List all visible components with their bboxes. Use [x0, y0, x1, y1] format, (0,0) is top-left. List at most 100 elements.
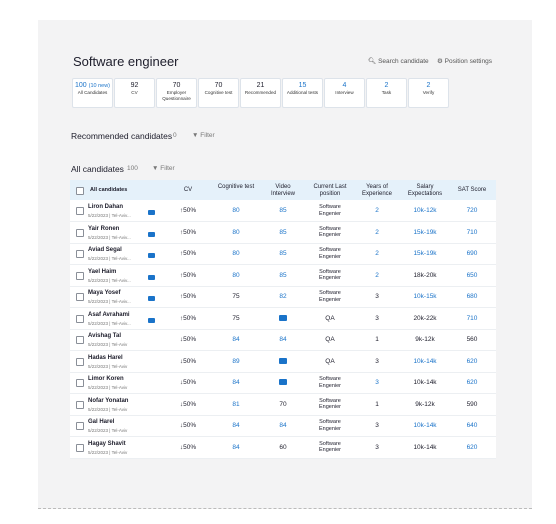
cognitive: 75 — [232, 314, 240, 322]
row[interactable]: Nofar Yonatan 5/22/2023 | Tel-Aviv ↓50% 81 7… — [70, 394, 496, 416]
video[interactable]: 85 — [279, 207, 287, 214]
cognitive[interactable]: 80 — [232, 228, 240, 236]
meta: 5/22/2023 | Tel-Aviv... — [88, 277, 131, 283]
sat[interactable]: 620 — [466, 357, 478, 365]
stage-label: All Candidates — [77, 90, 108, 95]
position: Software Engenier — [318, 419, 342, 432]
cv-icon — [148, 317, 155, 323]
row[interactable]: Liron Dahan 5/22/2023 | Tel-Aviv... ↑50% 80… — [70, 200, 496, 222]
cv-icon — [148, 231, 155, 237]
row[interactable]: Asaf Avrahami 5/22/2023 | Tel-Aviv... ↑50%… — [70, 308, 496, 330]
stage[interactable]: 4 Interview — [324, 78, 365, 108]
salary: 9k-12k — [415, 336, 435, 343]
table-header: All candidates CV Cognitive test Video Inte… — [70, 180, 496, 200]
checkbox[interactable] — [76, 422, 84, 430]
meta: 5/22/2023 | Tel-Aviv... — [88, 320, 131, 326]
stage[interactable]: 15 Additional tests — [282, 78, 323, 108]
checkbox[interactable] — [76, 336, 84, 344]
stage[interactable]: 100 (10 new) All Candidates — [72, 78, 113, 108]
header-cell: Years of Experience — [361, 184, 393, 197]
sat[interactable]: 620 — [466, 379, 478, 386]
stage-label: Interview — [335, 90, 354, 95]
video[interactable]: 85 — [279, 250, 287, 257]
sat[interactable]: 720 — [466, 207, 478, 214]
checkbox[interactable] — [76, 187, 84, 195]
position: QA — [325, 336, 335, 343]
years[interactable]: 2 — [375, 271, 379, 279]
stage[interactable]: 92 CV — [114, 78, 155, 108]
video-icon[interactable] — [279, 357, 287, 364]
salary[interactable]: 10k-12k — [413, 207, 437, 214]
row[interactable]: Limor Koren 5/22/2023 | Tel-Aviv ↓50% 84 Sof… — [70, 372, 496, 394]
row[interactable]: Aviad Segal 5/22/2023 | Tel-Aviv... ↑50% 80… — [70, 243, 496, 265]
cognitive[interactable]: 84 — [232, 336, 240, 343]
stage[interactable]: 21 Recommended — [240, 78, 281, 108]
checkbox[interactable] — [76, 314, 84, 323]
count: 21 — [256, 82, 265, 89]
cognitive[interactable]: 81 — [232, 400, 240, 408]
video[interactable]: 85 — [279, 228, 287, 236]
years[interactable]: 2 — [375, 250, 379, 257]
sat[interactable]: 640 — [466, 422, 478, 429]
row[interactable]: Yair Ronen 5/22/2023 | Tel-Aviv... ↑50% 80 8… — [70, 222, 496, 244]
position: Software Engenier — [318, 268, 342, 282]
row[interactable]: Hagay Shavit 5/22/2023 | Tel-Aviv ↓50% 84 60… — [70, 437, 496, 459]
stage[interactable]: 2 Task — [366, 78, 407, 108]
cognitive[interactable]: 89 — [232, 357, 240, 365]
count: 2 — [426, 82, 431, 89]
cognitive[interactable]: 84 — [232, 422, 240, 429]
rec-filter[interactable]: ▼ Filter — [192, 132, 215, 139]
video-icon[interactable] — [279, 314, 287, 321]
checkbox[interactable] — [76, 250, 84, 258]
all-filter[interactable]: ▼ Filter — [152, 165, 175, 172]
checkbox[interactable] — [76, 293, 84, 301]
salary[interactable]: 15k-19k — [413, 250, 437, 257]
row[interactable]: Hadas Harel 5/22/2023 | Tel-Aviv ↓50% 89 QA 3… — [70, 351, 496, 373]
row[interactable]: Avishag Tal 5/22/2023 | Tel-Aviv ↓50% 84 84 Q… — [70, 329, 496, 351]
sat[interactable]: 620 — [466, 443, 478, 451]
row[interactable]: Maya Yosef 5/22/2023 | Tel-Aviv... ↑50% 75 8… — [70, 286, 496, 308]
checkbox[interactable] — [76, 400, 84, 409]
salary[interactable]: 15k-19k — [413, 228, 437, 236]
video[interactable]: 82 — [279, 293, 287, 300]
video[interactable]: 84 — [279, 336, 287, 343]
search[interactable]: 🔍︎ Search candidate — [368, 58, 429, 65]
stage[interactable]: 70 Cognitive test — [198, 78, 239, 108]
row[interactable]: Gal Harel 5/22/2023 | Tel-Aviv ↓50% 84 84 Sof… — [70, 415, 496, 437]
settings[interactable]: ⚙ Position settings — [437, 58, 492, 65]
checkbox[interactable] — [76, 443, 84, 452]
checkbox[interactable] — [76, 207, 84, 215]
title: Software engineer — [73, 54, 179, 69]
video[interactable]: 85 — [279, 271, 287, 279]
video-icon[interactable] — [279, 379, 287, 385]
checkbox[interactable] — [76, 271, 84, 280]
sat[interactable]: 710 — [466, 314, 478, 322]
sat[interactable]: 680 — [466, 293, 478, 300]
sat[interactable]: 650 — [466, 271, 478, 279]
meta: 5/22/2023 | Tel-Aviv... — [88, 299, 131, 304]
cognitive[interactable]: 80 — [232, 207, 240, 214]
sat[interactable]: 690 — [466, 250, 478, 257]
count: 70 — [214, 82, 223, 89]
cognitive[interactable]: 84 — [232, 379, 240, 386]
cognitive[interactable]: 80 — [232, 250, 240, 257]
years[interactable]: 2 — [375, 228, 379, 236]
cognitive[interactable]: 80 — [232, 271, 240, 279]
salary[interactable]: 10k-14k — [413, 357, 437, 365]
checkbox[interactable] — [76, 357, 84, 366]
checkbox[interactable] — [76, 228, 84, 237]
checkbox[interactable] — [76, 379, 84, 387]
row[interactable]: Yael Haim 5/22/2023 | Tel-Aviv... ↑50% 80 85… — [70, 265, 496, 287]
years[interactable]: 2 — [375, 207, 379, 214]
salary[interactable]: 10k-15k — [413, 293, 437, 300]
stage[interactable]: 2 Verify — [408, 78, 449, 108]
name: Yael Haim — [88, 268, 117, 275]
video[interactable]: 84 — [279, 422, 287, 429]
cognitive[interactable]: 84 — [232, 443, 240, 451]
stage[interactable]: 70 Employer Questionnaire — [156, 78, 197, 108]
stage-label: Cognitive test — [204, 90, 233, 95]
sat[interactable]: 710 — [466, 228, 478, 236]
cv: ↓50% — [179, 336, 197, 343]
salary[interactable]: 10k-14k — [413, 422, 437, 429]
years[interactable]: 3 — [375, 379, 379, 386]
